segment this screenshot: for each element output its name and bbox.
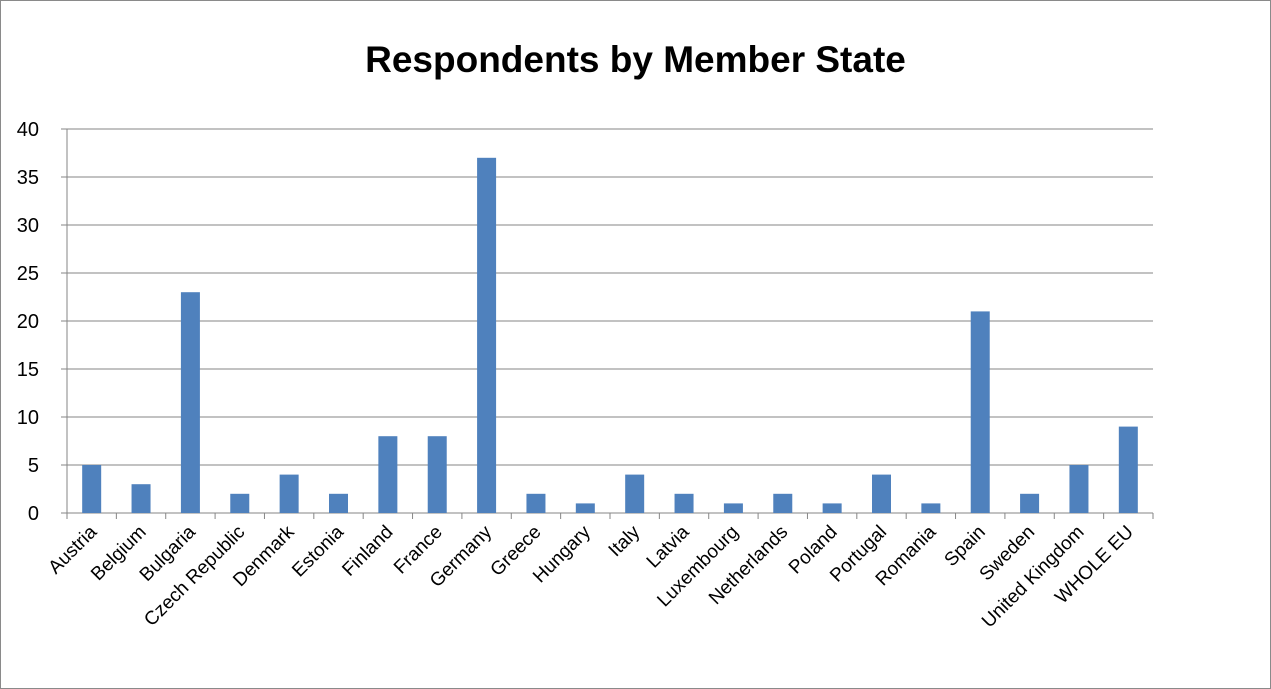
bar-greece [526, 493, 546, 513]
bar-spain [970, 311, 990, 513]
x-tick-label: Finland [338, 522, 397, 581]
bar-hungary [575, 503, 595, 513]
bar-france [427, 436, 447, 513]
bar-belgium [131, 484, 151, 513]
bar-luxembourg [723, 503, 743, 513]
y-tick-label: 5 [28, 455, 39, 477]
bar-whole-eu [1118, 426, 1138, 513]
bar-finland [378, 436, 398, 513]
bar-italy [625, 474, 645, 513]
bar-united-kingdom [1069, 465, 1089, 513]
bar-poland [822, 503, 842, 513]
y-tick-label: 0 [28, 503, 39, 525]
x-tick-label: Estonia [288, 521, 348, 581]
bar-estonia [329, 493, 348, 513]
y-tick-label: 20 [17, 311, 39, 333]
bar-sweden [1020, 493, 1040, 513]
y-tick-label: 35 [17, 167, 39, 189]
bar-czech-republic [230, 493, 250, 513]
bar-austria [82, 465, 102, 513]
bar-romania [921, 503, 941, 513]
bar-netherlands [773, 493, 793, 513]
chart-title: Respondents by Member State [365, 39, 906, 80]
x-tick-label: Italy [605, 521, 645, 561]
y-tick-label: 25 [17, 263, 39, 285]
bar-portugal [872, 474, 891, 513]
bar-latvia [674, 493, 694, 513]
y-tick-label: 10 [17, 407, 39, 429]
y-tick-label: 40 [17, 119, 39, 141]
y-tick-label: 30 [17, 215, 39, 237]
bar-denmark [279, 474, 299, 513]
bar-germany [477, 157, 497, 514]
bar-bulgaria [180, 292, 200, 513]
y-tick-label: 15 [17, 359, 39, 381]
